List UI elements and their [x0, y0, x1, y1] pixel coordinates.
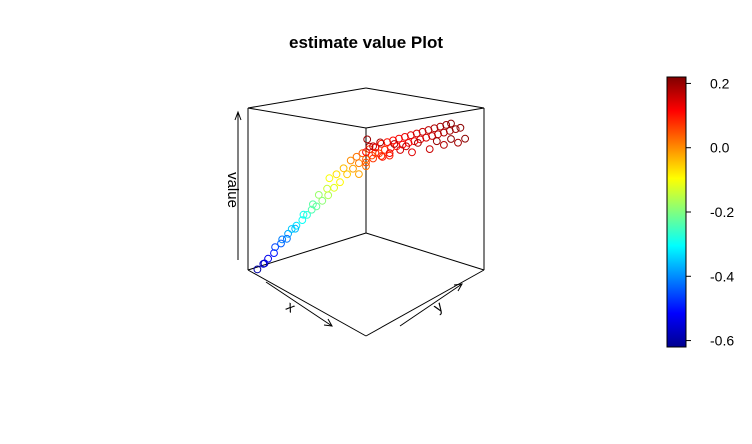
chart-title: estimate value Plot: [289, 33, 443, 52]
points-layer: [253, 119, 470, 274]
data-point: [277, 239, 285, 248]
box-edge: [365, 107, 485, 129]
box-edge: [247, 87, 367, 109]
data-point: [377, 152, 386, 160]
data-point: [362, 162, 370, 171]
data-point: [369, 154, 378, 163]
data-point: [414, 139, 422, 147]
data-point: [390, 140, 399, 148]
data-point: [314, 191, 323, 199]
colorbar-tick-label: 0.2: [710, 75, 730, 91]
data-point: [339, 164, 348, 173]
data-point: [396, 146, 405, 154]
colorbar-tick-label: -0.2: [710, 204, 734, 220]
data-point: [253, 265, 262, 274]
data-point: [363, 135, 372, 144]
data-point: [447, 135, 455, 143]
data-point: [352, 152, 361, 161]
data-point: [412, 129, 421, 138]
data-point: [264, 254, 273, 263]
data-point: [346, 156, 355, 165]
data-point: [377, 139, 386, 148]
data-point: [378, 153, 387, 161]
x-axis-label: x: [283, 298, 299, 317]
data-point: [299, 210, 308, 219]
data-point: [461, 134, 470, 143]
data-point: [362, 158, 370, 167]
data-point: [330, 183, 339, 192]
data-point: [336, 178, 344, 187]
data-point: [395, 134, 403, 143]
z-arrowhead: [234, 110, 242, 121]
colorbar-ticks: 0.2 0.0 -0.2 -0.4 -0.6: [686, 75, 734, 349]
x-axis-arrow: [265, 281, 333, 327]
data-point: [440, 128, 448, 137]
data-point: [402, 142, 411, 151]
data-point: [454, 138, 462, 147]
colorbar-tick-label: 0.0: [710, 140, 730, 156]
box-edge: [365, 87, 485, 109]
data-point: [323, 184, 332, 193]
y-axis-label: y: [431, 298, 447, 317]
data-point: [291, 224, 300, 233]
data-point: [358, 149, 367, 158]
data-point: [355, 159, 363, 168]
y-axis-arrow: [399, 283, 463, 327]
data-point: [385, 151, 394, 160]
data-point: [376, 138, 385, 147]
data-point: [442, 121, 451, 129]
box-edge: [247, 232, 367, 271]
data-point: [440, 141, 448, 149]
data-point: [324, 191, 333, 200]
data-point: [401, 133, 409, 141]
data-point: [278, 235, 287, 244]
data-point: [271, 243, 280, 252]
data-point: [318, 196, 327, 205]
data-point: [408, 148, 416, 157]
z-axis-label: value: [224, 172, 241, 208]
data-point: [284, 229, 293, 238]
x-arrowhead: [323, 318, 333, 327]
data-point: [325, 174, 334, 183]
data-point: [432, 137, 441, 146]
data-point: [365, 142, 374, 151]
box-edge: [247, 107, 367, 129]
data-point: [424, 126, 433, 134]
colorbar-tick-label: -0.4: [710, 268, 734, 284]
data-point: [425, 145, 434, 154]
data-point: [428, 132, 437, 140]
data-point: [362, 148, 370, 157]
box-edge: [365, 232, 485, 271]
data-point: [270, 249, 278, 258]
data-point: [343, 170, 352, 179]
data-point: [332, 170, 341, 179]
data-point: [283, 234, 291, 243]
data-point: [422, 133, 431, 142]
y-arrowhead: [453, 283, 463, 292]
data-point: [430, 124, 439, 133]
data-point: [371, 143, 380, 152]
data-point: [406, 131, 415, 140]
data-point: [298, 216, 307, 225]
data-point: [303, 211, 311, 219]
data-point: [355, 170, 363, 179]
box-edge: [247, 269, 367, 337]
data-point: [309, 200, 317, 209]
colorbar: [666, 76, 687, 348]
data-point: [385, 149, 394, 158]
data-point: [451, 125, 460, 134]
box-edge: [365, 269, 485, 337]
data-point: [349, 164, 357, 173]
axis-arrows: [234, 110, 463, 327]
data-point: [436, 122, 445, 131]
data-point: [447, 119, 455, 128]
data-point: [456, 123, 465, 132]
colorbar-tick-label: -0.6: [710, 333, 734, 349]
